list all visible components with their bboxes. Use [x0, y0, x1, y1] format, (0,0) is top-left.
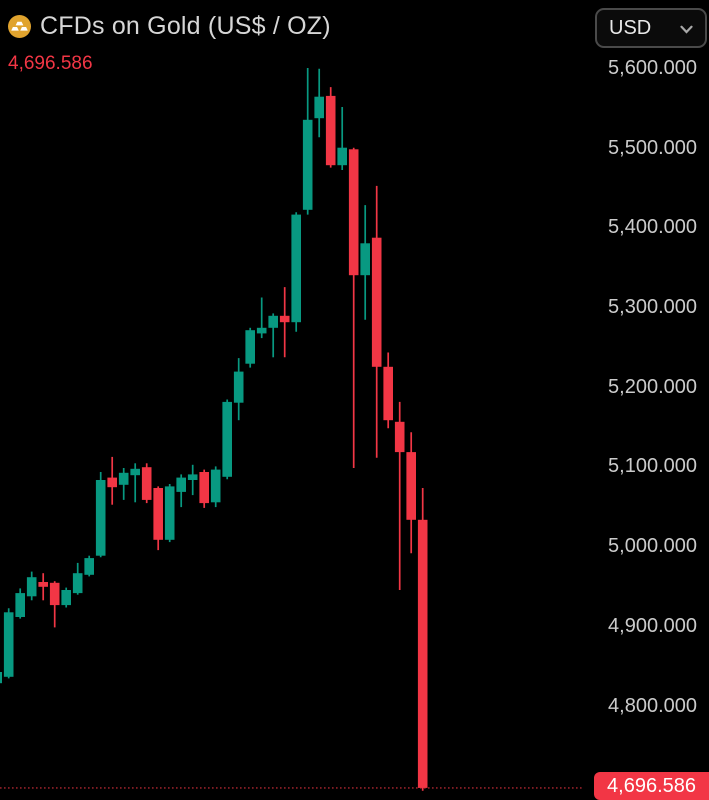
price-tick-label: 5,100.000 [608, 455, 697, 477]
candle-body [176, 477, 186, 492]
candle-body [291, 214, 301, 323]
candle-body [118, 472, 129, 485]
price-tick-label: 5,000.000 [608, 535, 697, 557]
candle-body [210, 469, 221, 503]
price-tick-label: 5,400.000 [608, 216, 697, 238]
candle-body [279, 315, 290, 323]
price-tick-label: 5,200.000 [608, 376, 697, 398]
candle-body [406, 452, 416, 520]
candle-body [61, 590, 71, 606]
candle-body [187, 474, 198, 480]
candle-body [0, 672, 3, 684]
candle-body [256, 327, 267, 334]
currency-dropdown[interactable]: USD [595, 8, 707, 48]
candle-body [164, 486, 175, 540]
price-tick-label: 4,800.000 [608, 695, 697, 717]
candle-body [141, 467, 152, 500]
candle-body [38, 582, 48, 587]
candle-body [26, 577, 37, 597]
current-price-badge: 4,696.586 [594, 772, 709, 800]
candle-body [417, 519, 428, 788]
candle-body [337, 147, 347, 166]
symbol-title: CFDs on Gold (US$ / OZ) [40, 12, 331, 40]
candle-body [245, 330, 255, 364]
candle-body [72, 573, 83, 594]
price-tick-label: 5,600.000 [608, 57, 697, 79]
candle-body [107, 477, 117, 488]
candle-body [153, 488, 163, 540]
candle-body [199, 472, 209, 504]
chart-header: CFDs on Gold (US$ / OZ) [8, 12, 331, 41]
candle-body [3, 612, 14, 677]
price-tick-label: 5,500.000 [608, 137, 697, 159]
price-tick-label: 4,900.000 [608, 615, 697, 637]
candle-body [222, 401, 232, 477]
candle-body [314, 96, 324, 119]
candle-body [49, 582, 60, 606]
price-scale[interactable]: 5,600.000 5,500.000 5,400.000 5,300.000 5,20… [584, 0, 709, 800]
candle-body [394, 421, 405, 453]
candle-body [268, 315, 278, 328]
price-tick-label: 5,300.000 [608, 296, 697, 318]
candle-body [371, 237, 382, 367]
candle-body [130, 468, 140, 476]
candle-body [325, 95, 336, 166]
candle-body [348, 149, 359, 276]
candle-body [383, 366, 393, 421]
candle-body [233, 371, 244, 403]
last-price-label: 4,696.586 [8, 53, 93, 74]
chevron-down-icon [680, 25, 693, 34]
candle-body [95, 480, 106, 556]
gold-bars-icon [8, 15, 31, 38]
candle-body [302, 119, 313, 210]
candle-body [84, 558, 94, 575]
currency-value: USD [609, 16, 652, 39]
candle-body [360, 243, 370, 276]
candle-body [15, 593, 25, 617]
